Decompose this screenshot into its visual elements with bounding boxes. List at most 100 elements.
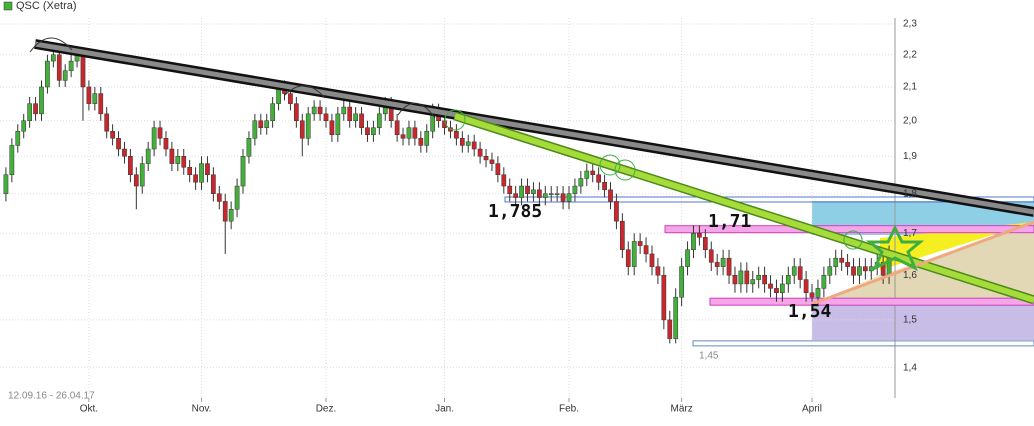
candle-body (288, 93, 293, 104)
candle-body (86, 86, 92, 104)
candle-body (122, 148, 127, 157)
candle-body (459, 138, 465, 146)
candle-body (744, 270, 750, 285)
y-tick-label: 1,5 (903, 315, 917, 326)
candle-body (643, 245, 649, 255)
candle-body (489, 159, 495, 164)
candle-body (667, 319, 673, 339)
x-tick-label: Feb. (559, 404, 579, 415)
candle-body (418, 138, 424, 146)
candle-body (9, 145, 15, 175)
level-label: 1,785 (488, 201, 542, 222)
candle-body (501, 174, 507, 187)
candle-body (702, 237, 708, 250)
candle-body (222, 201, 228, 222)
candle-body (205, 163, 210, 175)
x-tick-label: Dez. (316, 404, 337, 415)
level-label: 1,45 (699, 351, 719, 362)
candle-body (542, 193, 548, 198)
candle-body (661, 274, 667, 321)
candle-body (394, 120, 400, 135)
y-tick-label: 2,1 (903, 82, 917, 93)
candle-body (803, 279, 809, 294)
candle-body (714, 262, 720, 267)
candle-body (791, 266, 797, 276)
y-tick-label: 2,2 (903, 49, 917, 60)
candle-body (554, 193, 560, 195)
purple-zone (812, 304, 1034, 340)
y-tick-label: 1,9 (903, 151, 917, 162)
candle-body (608, 189, 613, 202)
resistance-line-fill (34, 41, 1034, 215)
candle-body (216, 193, 222, 202)
candle-body (128, 156, 133, 175)
candle-body (335, 113, 341, 135)
candle-body (39, 86, 44, 115)
candle-body (56, 54, 62, 81)
candle-body (602, 181, 607, 191)
candle-body (104, 113, 110, 132)
y-tick-label: 1,4 (903, 362, 917, 373)
candle-body (596, 174, 601, 183)
candle-body (483, 156, 489, 161)
chart-title: QSC (Xetra) (16, 0, 77, 12)
candle-body (863, 266, 868, 272)
candle-body (756, 274, 762, 280)
candle-body (21, 120, 27, 132)
candle-body (566, 193, 572, 202)
level-band (504, 196, 1034, 203)
candle-body (531, 189, 536, 194)
x-tick-label: Nov. (192, 404, 212, 415)
peak-arc (29, 37, 73, 53)
candle-body (252, 120, 258, 139)
candle-body (151, 127, 157, 150)
candle-body (560, 193, 566, 202)
candle-body (809, 292, 815, 298)
levels (504, 196, 1034, 347)
candle-body (631, 241, 637, 267)
candle-body (412, 127, 418, 139)
candle-body (673, 296, 679, 339)
candle-body (116, 138, 121, 150)
candle-body (679, 266, 684, 298)
candle-body (311, 106, 317, 115)
candle-body (329, 120, 335, 135)
candle-body (33, 103, 38, 115)
candle-body (691, 233, 696, 250)
support-line (811, 220, 1034, 306)
trend-line-fill (454, 113, 1034, 303)
y-tick-label: 2,3 (903, 19, 917, 30)
candle-body (240, 156, 246, 187)
candle-body (797, 266, 803, 280)
candle-body (80, 54, 86, 88)
candle-body (720, 257, 726, 267)
candle-body (163, 138, 169, 150)
candle-body (15, 130, 21, 146)
candle-body (857, 266, 862, 276)
candle-body (246, 138, 252, 157)
candle-body (299, 120, 305, 139)
candle-body (750, 279, 756, 285)
candle-body (495, 163, 501, 175)
candle-body (317, 106, 323, 115)
candle-body (175, 156, 181, 164)
candle-body (637, 241, 643, 246)
candle-body (762, 274, 767, 285)
candle-body (323, 113, 329, 122)
candle-body (264, 120, 270, 128)
candle-body (833, 257, 839, 267)
candle-body (157, 127, 163, 139)
candle-body (625, 249, 631, 267)
candle-body (590, 170, 596, 175)
candle-body (827, 266, 833, 276)
candle-body (139, 163, 145, 187)
candle-body (513, 193, 519, 198)
candle-body (341, 106, 347, 115)
candle-body (845, 262, 850, 267)
x-tick-label: April (802, 404, 822, 415)
candle-body (697, 233, 702, 238)
candle-body (821, 274, 827, 289)
candle-body (400, 134, 406, 139)
level-band (664, 225, 1034, 234)
marker-circle (614, 159, 636, 181)
